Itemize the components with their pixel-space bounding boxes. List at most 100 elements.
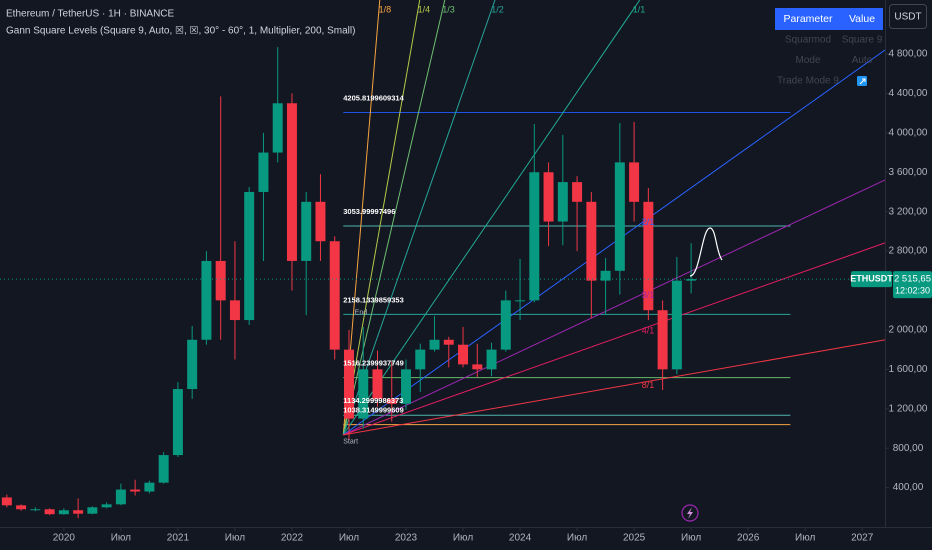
candle-body	[529, 172, 540, 301]
gann-fan-line	[342, 0, 421, 435]
gann-level-label: 1038.3149999609	[343, 406, 403, 415]
candle-body	[187, 339, 198, 390]
table-cell: Square 9	[842, 35, 883, 46]
candle-body	[643, 201, 654, 311]
candle-body	[415, 349, 426, 370]
table-header-bg	[775, 8, 883, 30]
gann-start-label: Start	[343, 439, 358, 446]
y-tick-label: 3 600,00	[889, 167, 928, 178]
candle-body	[58, 510, 69, 515]
candle-body	[301, 201, 312, 261]
candle-body	[486, 349, 497, 370]
table-header: Parameter	[783, 13, 833, 25]
alert-icon[interactable]	[681, 504, 699, 522]
candle-body	[258, 152, 269, 192]
candle-body	[429, 339, 440, 350]
y-tick-label: 2 800,00	[889, 246, 928, 257]
gann-fan-label: 1/2	[491, 4, 504, 14]
candle-body	[272, 103, 283, 153]
candle-body	[686, 279, 697, 281]
candle-body	[515, 300, 526, 302]
alert-circle[interactable]	[681, 504, 699, 522]
last-price-label: 2 515,65	[894, 274, 931, 285]
y-tick-label: 3 200,00	[889, 206, 928, 217]
gann-fan-line	[342, 0, 641, 436]
gann-fan-line	[342, 49, 885, 436]
x-tick-label: 2027	[851, 533, 874, 544]
currency-button[interactable]: USDT	[889, 4, 927, 29]
gann-fan-label: 1/4	[418, 4, 431, 14]
alert-bolt[interactable]	[687, 507, 693, 519]
candle-body	[629, 162, 640, 202]
candle-body	[358, 369, 369, 419]
x-tick-label: 2023	[395, 533, 418, 544]
candle-body	[115, 489, 126, 505]
y-tick-label: 1 200,00	[889, 403, 928, 414]
currency-button-bg[interactable]	[889, 4, 927, 29]
indicator-title: Gann Square Levels (Square 9, Auto, ☒, ☒…	[6, 26, 355, 37]
candle-body	[386, 398, 397, 404]
candle-body	[158, 455, 169, 483]
candle-body	[401, 369, 411, 404]
gann-fan-line	[343, 242, 885, 436]
candle-body	[343, 349, 354, 419]
gann-fan-label: 4/1	[642, 325, 655, 335]
table-header: Value	[849, 13, 875, 25]
y-tick-label: 4 400,00	[889, 88, 928, 99]
table-cell: Trade Mode 9	[777, 76, 839, 87]
candle-body	[87, 507, 98, 514]
candle-body	[657, 310, 668, 370]
chart-title: Ethereum / TetherUS · 1H · BINANCE	[6, 9, 175, 20]
y-tick-label: 800,00	[893, 443, 924, 454]
y-tick-label: 2 000,00	[889, 325, 928, 336]
candle-body	[586, 201, 597, 281]
last-price-symbol-bg	[851, 271, 892, 288]
candle-body	[215, 260, 226, 301]
candle-body	[600, 270, 611, 281]
x-tick-label: 2026	[737, 533, 760, 544]
gann-fan-line	[343, 179, 885, 436]
x-tick-label: 2025	[623, 533, 646, 544]
candle-body	[443, 339, 454, 345]
gann-fan-label: 1/1	[633, 4, 646, 14]
x-tick-label: Июл	[339, 533, 359, 544]
gann-level-label: 2158.1339859353	[343, 295, 403, 304]
gann-fan-line	[342, 0, 446, 435]
candle-body	[244, 191, 255, 321]
candle-body	[286, 103, 297, 261]
candle-body	[130, 489, 141, 492]
candle-body	[572, 182, 583, 202]
table-cell: Squarmod	[785, 35, 831, 46]
gann-fan-label: 1/8	[379, 4, 392, 14]
y-tick-label: 400,00	[893, 482, 924, 493]
x-tick-label: Июл	[453, 533, 473, 544]
currency-label[interactable]: USDT	[894, 12, 921, 23]
x-tick-label: Июл	[111, 533, 131, 544]
x-tick-label: Июл	[681, 533, 701, 544]
x-tick-label: Июл	[225, 533, 245, 544]
candle-body	[172, 389, 183, 456]
candle-body	[472, 364, 483, 370]
x-tick-label: 2024	[509, 533, 532, 544]
candle-body	[1, 497, 12, 506]
table-cell: Mode	[795, 55, 820, 66]
gann-fan-label: 8/1	[642, 380, 655, 390]
gann-level-label: 4205.8199609314	[343, 94, 404, 103]
candle-body	[614, 162, 625, 271]
gann-level-label: 1516.2399937749	[343, 359, 403, 368]
candle-body	[30, 509, 41, 511]
gann-fan-label: 2/1	[642, 217, 655, 227]
last-price-countdown: 12:02:30	[895, 285, 930, 295]
candle-body	[557, 182, 568, 222]
candle-body	[101, 504, 112, 508]
last-price-symbol: ETHUSDT	[850, 273, 893, 283]
gann-level-label: 3053.99997496	[343, 207, 395, 216]
y-tick-label: 4 000,00	[889, 127, 928, 138]
candle-body	[543, 172, 554, 222]
gann-fan-label: 1/3	[442, 4, 455, 14]
candle-body	[73, 510, 84, 514]
gann-end-label: End	[355, 310, 368, 317]
y-tick-label: 4 800,00	[889, 49, 928, 60]
